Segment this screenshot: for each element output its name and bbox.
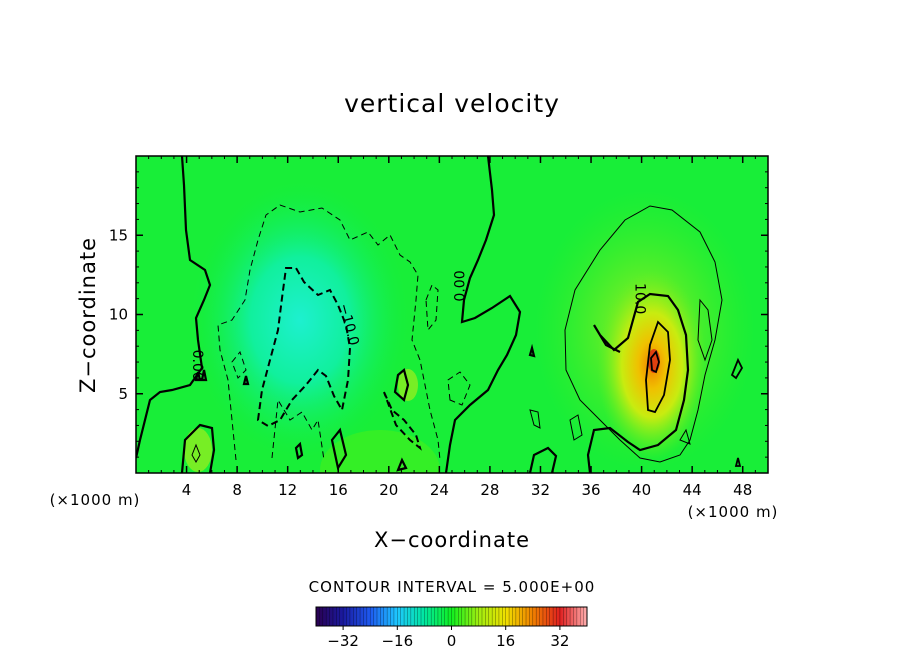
contour-zero-mid xyxy=(444,156,522,473)
contour-minus-ten xyxy=(256,267,352,428)
contour-five-blob-2 xyxy=(569,414,583,441)
colorbar-tick-label: 0 xyxy=(447,632,457,650)
contour-five-blob xyxy=(697,298,713,362)
contour-label: 10.0 xyxy=(631,283,647,314)
contour-lines xyxy=(136,156,744,473)
contour-five-blob-3 xyxy=(529,409,541,429)
colorbar-tick-label: 32 xyxy=(550,632,569,650)
contour-minus-ten-streak xyxy=(383,391,422,451)
contour-minus-five-outer xyxy=(217,204,441,461)
contour-twenty-updraft xyxy=(645,320,671,414)
x-tick-label: 8 xyxy=(232,481,242,499)
y-axis-title: Z−coordinate xyxy=(76,237,100,393)
colorbar-tick-label: −32 xyxy=(327,632,359,650)
contour-label: 0.00 xyxy=(453,270,469,301)
contour-five-blob-left xyxy=(191,443,201,464)
x-axis-title: X−coordinate xyxy=(374,528,530,552)
x-tick-label: 24 xyxy=(430,481,449,499)
contour-zero-blob-mid xyxy=(393,368,410,403)
x-unit-label-left: (×1000 m) xyxy=(50,491,141,509)
colorbar: −32 −16 0 16 32 xyxy=(315,606,588,650)
x-tick-label: 48 xyxy=(733,481,752,499)
contour-zero-blob-mid-2 xyxy=(396,457,408,472)
contour-max-updraft xyxy=(650,350,660,374)
colorbar-tick-label: 16 xyxy=(496,632,515,650)
contour-five-blob-4 xyxy=(679,428,691,445)
y-tick-label: 15 xyxy=(109,226,128,244)
x-tick-label: 16 xyxy=(329,481,348,499)
contour-ten-updraft xyxy=(586,292,690,473)
x-axis: 4 8 12 16 20 24 28 32 36 40 44 48 xyxy=(148,156,756,499)
contour-zero-blob-right xyxy=(730,357,744,380)
contour-minus-five-blob-2 xyxy=(447,371,471,406)
y-tick-label: 5 xyxy=(118,385,128,403)
chart-title: vertical velocity xyxy=(344,89,560,118)
x-unit-label-right: (×1000 m) xyxy=(688,503,779,521)
x-tick-label: 44 xyxy=(683,481,702,499)
contour-zero-lobe-left xyxy=(180,423,216,473)
x-tick-label: 32 xyxy=(531,481,550,499)
contour-five-updraft xyxy=(564,205,723,463)
contour-zero-blob-4 xyxy=(330,427,348,471)
contour-zero-dot xyxy=(734,457,742,467)
plot-area: 0.00−10.00.00 10.0 xyxy=(135,155,769,474)
y-axis: 5 10 15 xyxy=(109,171,768,458)
downdraft-shading xyxy=(190,180,410,460)
x-tick-label: 28 xyxy=(480,481,499,499)
contour-minus-five-blob xyxy=(425,284,439,332)
y-tick-label: 10 xyxy=(109,306,128,324)
contour-minus-five-blob-3 xyxy=(231,350,247,379)
contour-label: 0.00 xyxy=(189,350,205,381)
contour-zero-dot-3 xyxy=(294,441,304,460)
x-tick-label: 40 xyxy=(632,481,651,499)
contour-zero-left xyxy=(136,156,212,459)
contour-zero-lobe-mid xyxy=(528,446,558,473)
contour-interval-text: CONTOUR INTERVAL = 5.000E+00 xyxy=(309,578,596,596)
x-tick-label: 20 xyxy=(379,481,398,499)
contour-zero-dot-2 xyxy=(528,343,536,358)
colorbar-tick-label: −16 xyxy=(381,632,413,650)
x-tick-label: 4 xyxy=(182,481,192,499)
x-tick-label: 12 xyxy=(278,481,297,499)
x-tick-label: 36 xyxy=(581,481,600,499)
contour-zero-dots xyxy=(194,369,250,386)
